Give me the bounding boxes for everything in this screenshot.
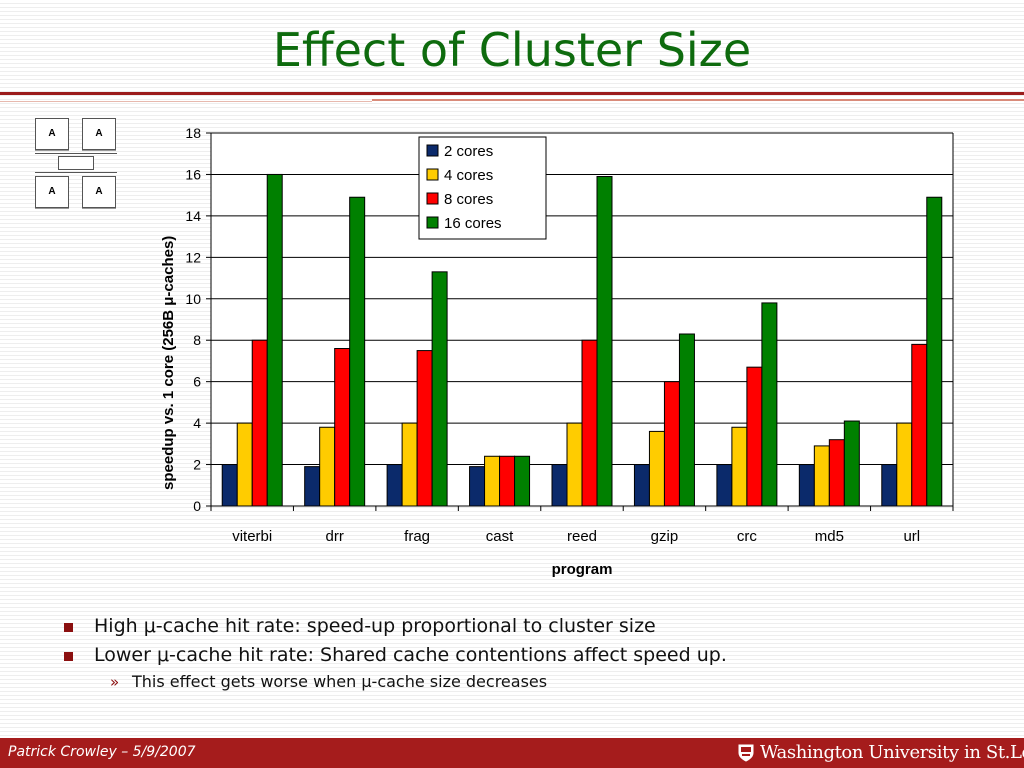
- bar-url-16-cores: [926, 196, 943, 507]
- cluster-node-box: A: [35, 176, 69, 208]
- bar-viterbi-8-cores: [251, 339, 268, 507]
- bar-url-8-cores: [911, 343, 928, 507]
- title-divider-accent-left: [0, 101, 372, 102]
- university-shield-icon: [738, 744, 754, 762]
- bar-gzip-16-cores: [678, 333, 695, 507]
- sub-bullet-marker: »: [110, 673, 120, 691]
- bar-drr-16-cores: [349, 196, 366, 507]
- bar-reed-8-cores: [581, 339, 598, 507]
- bar-frag-2-cores: [386, 464, 403, 507]
- bar-drr-2-cores: [304, 466, 321, 507]
- x-axis-title: program: [551, 561, 613, 578]
- bar-url-4-cores: [896, 422, 913, 507]
- bar-reed-16-cores: [596, 176, 613, 507]
- cluster-bus-line: [35, 153, 117, 154]
- legend-label: 8 cores: [444, 191, 493, 208]
- bar-md5-8-cores: [828, 439, 845, 507]
- bar-drr-8-cores: [334, 348, 351, 507]
- y-tick-label: 16: [185, 166, 201, 182]
- bar-cast-2-cores: [469, 466, 486, 507]
- bar-url-2-cores: [881, 464, 898, 507]
- bar-md5-16-cores: [843, 420, 860, 507]
- bullet-item: High μ-cache hit rate: speed-up proporti…: [60, 612, 980, 641]
- bar-drr-4-cores: [319, 426, 336, 507]
- x-tick-label: url: [903, 528, 920, 545]
- bar-gzip-2-cores: [633, 464, 650, 507]
- university-wordmark: Washington University in St.Louis: [760, 742, 1024, 763]
- cluster-bus-line: [35, 172, 117, 173]
- y-tick-label: 18: [185, 125, 201, 141]
- y-tick-label: 8: [193, 332, 201, 348]
- bar-reed-4-cores: [566, 422, 583, 507]
- bullet-list: High μ-cache hit rate: speed-up proporti…: [60, 612, 980, 694]
- cluster-node-box: A: [35, 118, 69, 150]
- sub-bullet-text: This effect gets worse when μ-cache size…: [132, 672, 548, 691]
- y-tick-label: 0: [193, 498, 201, 514]
- x-tick-label: md5: [815, 528, 844, 545]
- title-divider: [0, 92, 1024, 95]
- legend-swatch: [426, 144, 439, 157]
- bar-reed-2-cores: [551, 464, 568, 507]
- bar-cast-8-cores: [499, 455, 516, 507]
- y-tick-label: 4: [193, 415, 201, 431]
- y-tick-label: 2: [193, 457, 201, 473]
- y-tick-label: 14: [185, 208, 201, 224]
- x-tick-label: cast: [486, 528, 514, 545]
- y-axis-title: speedup vs. 1 core (256B μ-caches): [160, 235, 177, 490]
- legend-swatch: [426, 216, 439, 229]
- bar-frag-8-cores: [416, 350, 433, 507]
- bar-frag-16-cores: [431, 271, 448, 507]
- y-tick-label: 10: [185, 291, 201, 307]
- x-tick-label: crc: [737, 528, 757, 545]
- bar-frag-4-cores: [401, 422, 418, 507]
- x-tick-label: gzip: [651, 528, 679, 545]
- y-tick-label: 6: [193, 374, 201, 390]
- bar-crc-2-cores: [716, 464, 733, 507]
- bar-viterbi-16-cores: [266, 173, 283, 507]
- legend-label: 4 cores: [444, 167, 493, 184]
- cluster-node-box: A: [82, 118, 116, 150]
- footer-author-date: Patrick Crowley – 5/9/2007: [8, 744, 196, 760]
- bar-gzip-8-cores: [663, 381, 680, 507]
- bar-viterbi-4-cores: [236, 422, 253, 507]
- bar-crc-8-cores: [746, 366, 763, 507]
- bar-cast-16-cores: [514, 455, 531, 507]
- cluster-node-box: A: [82, 176, 116, 208]
- bar-viterbi-2-cores: [221, 464, 238, 507]
- x-tick-label: reed: [567, 528, 597, 545]
- bar-crc-16-cores: [761, 302, 778, 507]
- cluster-diagram: A A A A: [30, 118, 122, 210]
- legend-swatch: [426, 192, 439, 205]
- title-divider-accent: [372, 99, 1024, 101]
- legend-label: 16 cores: [444, 215, 502, 232]
- x-tick-label: frag: [404, 528, 430, 545]
- bar-md5-4-cores: [813, 445, 830, 507]
- x-tick-label: drr: [325, 528, 343, 545]
- legend-swatch: [426, 168, 439, 181]
- shared-cache-box: [58, 156, 94, 170]
- bullet-item: Lower μ-cache hit rate: Shared cache con…: [60, 641, 980, 670]
- bar-md5-2-cores: [798, 464, 815, 507]
- chart-legend: [418, 136, 547, 240]
- bar-gzip-4-cores: [648, 430, 665, 507]
- x-tick-label: viterbi: [232, 528, 272, 545]
- footer-bar: Patrick Crowley – 5/9/2007 Washington Un…: [0, 738, 1024, 768]
- legend-label: 2 cores: [444, 143, 493, 160]
- bar-crc-4-cores: [731, 426, 748, 507]
- sub-bullet-item: » This effect gets worse when μ-cache si…: [60, 670, 980, 694]
- bar-cast-4-cores: [484, 455, 501, 507]
- y-tick-label: 12: [185, 249, 201, 265]
- slide-title: Effect of Cluster Size: [272, 23, 752, 77]
